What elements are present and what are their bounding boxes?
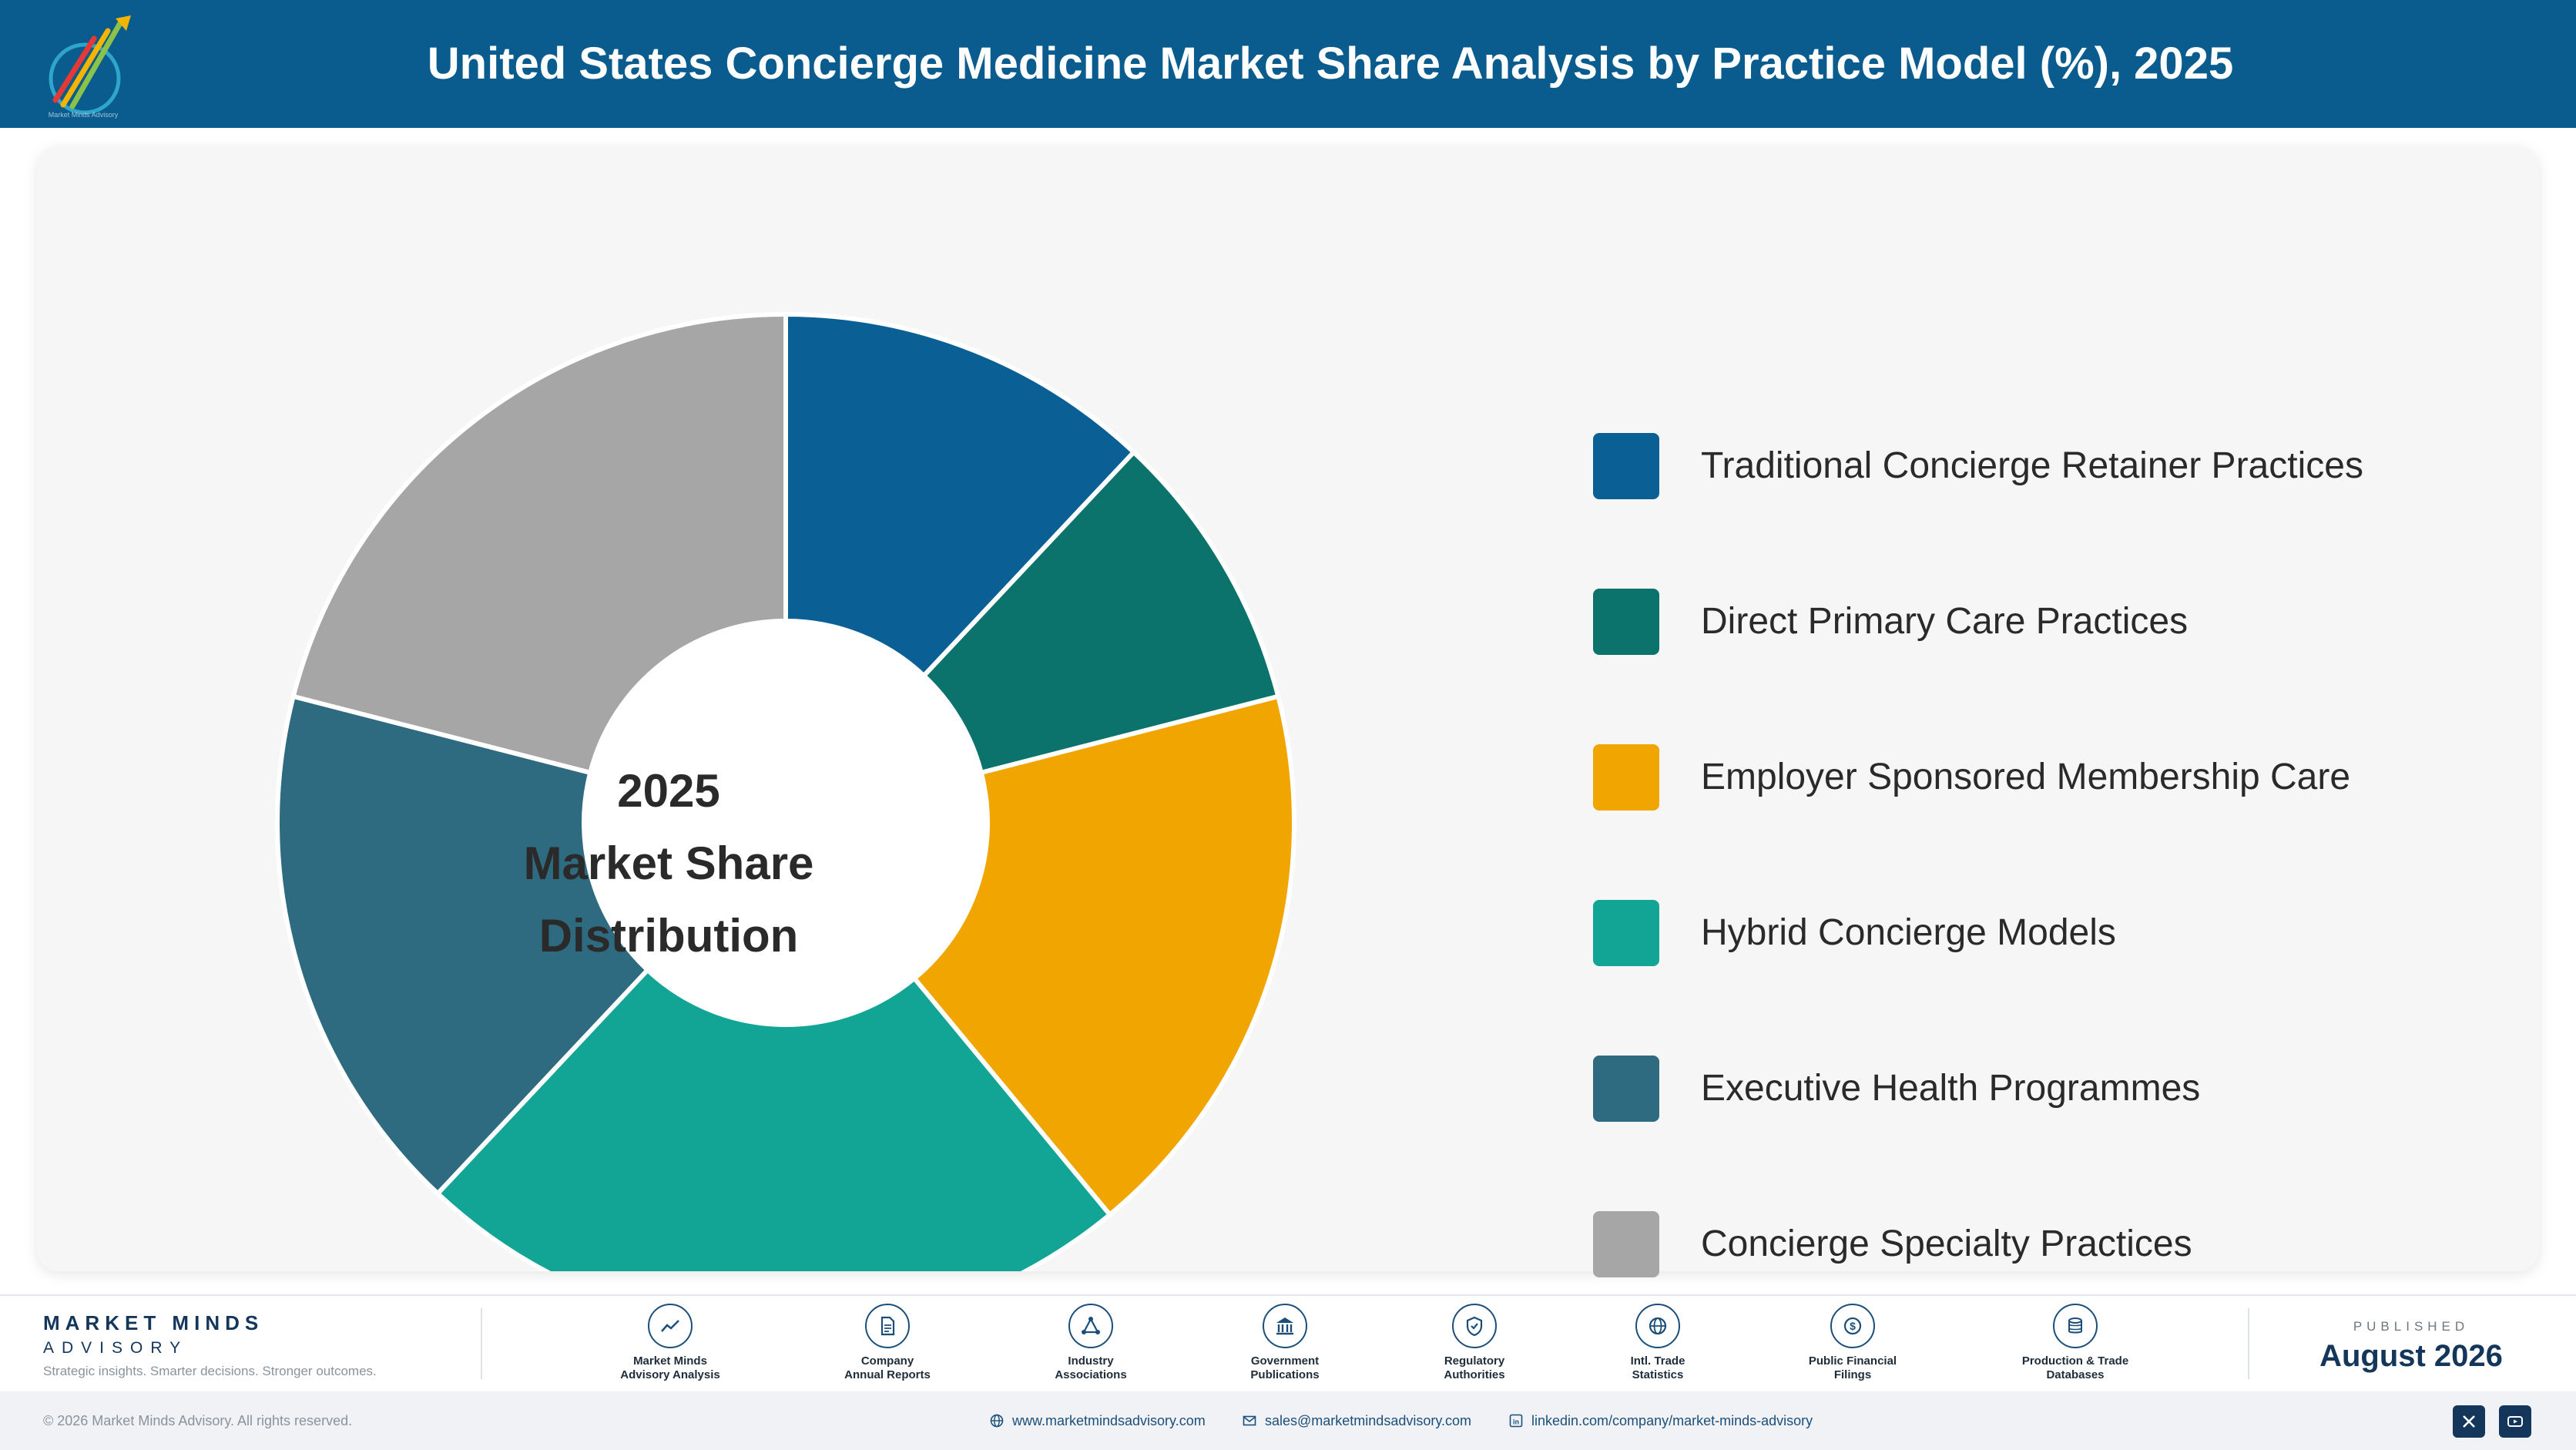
linkedin-link[interactable]: in linkedin.com/company/market-minds-adv… [1508, 1391, 1813, 1450]
donut-slice-2[interactable] [921, 448, 1281, 776]
linkedin-text: linkedin.com/company/market-minds-adviso… [1531, 1413, 1813, 1428]
footer-brand-sub: ADVISORY [43, 1339, 189, 1357]
source-financial-filings[interactable]: $ Public Financial Filings [1776, 1304, 1930, 1382]
source-label: Intl. Trade Statistics [1630, 1354, 1685, 1381]
svg-text:Market Minds Advisory: Market Minds Advisory [49, 111, 119, 119]
legend-label: Traditional Concierge Retainer Practices [1701, 445, 2363, 486]
legend-swatch [1593, 744, 1659, 811]
website-link[interactable]: www.marketmindsadvisory.com [989, 1391, 1206, 1450]
donut-slice-3[interactable] [911, 693, 1296, 1218]
legend-swatch [1593, 1211, 1659, 1277]
youtube-icon [2507, 1416, 2523, 1427]
email-text: sales@marketmindsadvisory.com [1265, 1413, 1472, 1428]
chart-card: 2025 Market Share Distribution Tradition… [37, 146, 2539, 1277]
website-text: www.marketmindsadvisory.com [1012, 1413, 1206, 1428]
donut-slice-5[interactable] [275, 693, 651, 1197]
donut-slice-4[interactable] [434, 966, 1113, 1271]
source-market-minds-analysis[interactable]: Market Minds Advisory Analysis [593, 1304, 747, 1382]
footer: MARKET MINDS ADVISORY Strategic insights… [0, 1294, 2576, 1391]
source-label: Market Minds Advisory Analysis [620, 1354, 720, 1381]
donut-chart [275, 311, 1296, 1271]
linkedin-icon: in [1509, 1414, 1523, 1428]
published-label: PUBLISHED [2353, 1319, 2470, 1334]
center-label-line2: Market Share [523, 837, 814, 889]
donut-slice-6[interactable] [290, 311, 788, 776]
center-label-line3: Distribution [538, 910, 799, 962]
government-icon [1263, 1304, 1307, 1348]
copyright-text: © 2026 Market Minds Advisory. All rights… [43, 1413, 353, 1428]
legend-swatch [1593, 900, 1659, 966]
database-icon [2053, 1304, 2098, 1348]
source-label: Public Financial Filings [1808, 1354, 1897, 1381]
footer-tagline: Strategic insights. Smarter decisions. S… [43, 1364, 377, 1378]
footer-divider [481, 1308, 482, 1379]
network-icon [1068, 1304, 1113, 1348]
x-icon [2463, 1415, 2475, 1428]
footer-brand-name: MARKET MINDS [43, 1311, 264, 1334]
source-industry-associations[interactable]: Industry Associations [1014, 1304, 1168, 1382]
svg-text:$: $ [1850, 1320, 1856, 1332]
source-label: Production & Trade Databases [2021, 1354, 2129, 1381]
donut-hole [585, 623, 986, 1023]
page-title: United States Concierge Medicine Market … [427, 39, 2234, 89]
dollar-icon: $ [1830, 1304, 1875, 1348]
header-bar: Market Minds Advisory United States Conc… [0, 0, 2576, 128]
source-company-reports[interactable]: Company Annual Reports [810, 1304, 964, 1382]
bottom-bar: © 2026 Market Minds Advisory. All rights… [0, 1391, 2576, 1450]
source-label: Government Publications [1250, 1354, 1320, 1381]
donut-slice-1[interactable] [783, 311, 1138, 680]
legend-label: Executive Health Programmes [1701, 1068, 2201, 1109]
published-date: August 2026 [2319, 1339, 2503, 1373]
source-label: Regulatory Authorities [1444, 1354, 1505, 1381]
svg-text:in: in [1513, 1418, 1519, 1426]
center-label-year: 2025 [617, 765, 720, 817]
legend-label: Direct Primary Care Practices [1701, 601, 2189, 642]
legend-swatch [1593, 433, 1659, 499]
globe-icon [1635, 1304, 1680, 1348]
donut-center-label: 2025 Market Share Distribution [515, 755, 823, 972]
legend-swatch [1593, 1056, 1659, 1122]
legend-label: Concierge Specialty Practices [1701, 1223, 2192, 1264]
footer-divider [2248, 1308, 2249, 1379]
brand-logo[interactable]: Market Minds Advisory [40, 8, 148, 123]
source-government-publications[interactable]: Government Publications [1208, 1304, 1362, 1382]
email-link[interactable]: sales@marketmindsadvisory.com [1242, 1391, 1471, 1450]
source-label: Industry Associations [1055, 1354, 1127, 1381]
source-trade-statistics[interactable]: Intl. Trade Statistics [1581, 1304, 1735, 1382]
source-label: Company Annual Reports [844, 1354, 931, 1381]
globe-icon [990, 1414, 1004, 1428]
shield-icon [1452, 1304, 1497, 1348]
x-social-button[interactable] [2453, 1405, 2485, 1438]
source-trade-databases[interactable]: Production & Trade Databases [1998, 1304, 2152, 1382]
legend-swatch [1593, 589, 1659, 655]
source-regulatory-authorities[interactable]: Regulatory Authorities [1397, 1304, 1551, 1382]
youtube-social-button[interactable] [2499, 1405, 2531, 1438]
trend-icon [648, 1304, 693, 1348]
document-icon [865, 1304, 910, 1348]
legend-label: Hybrid Concierge Models [1701, 912, 2116, 953]
legend-label: Employer Sponsored Membership Care [1701, 757, 2351, 797]
mail-icon [1243, 1415, 1256, 1426]
